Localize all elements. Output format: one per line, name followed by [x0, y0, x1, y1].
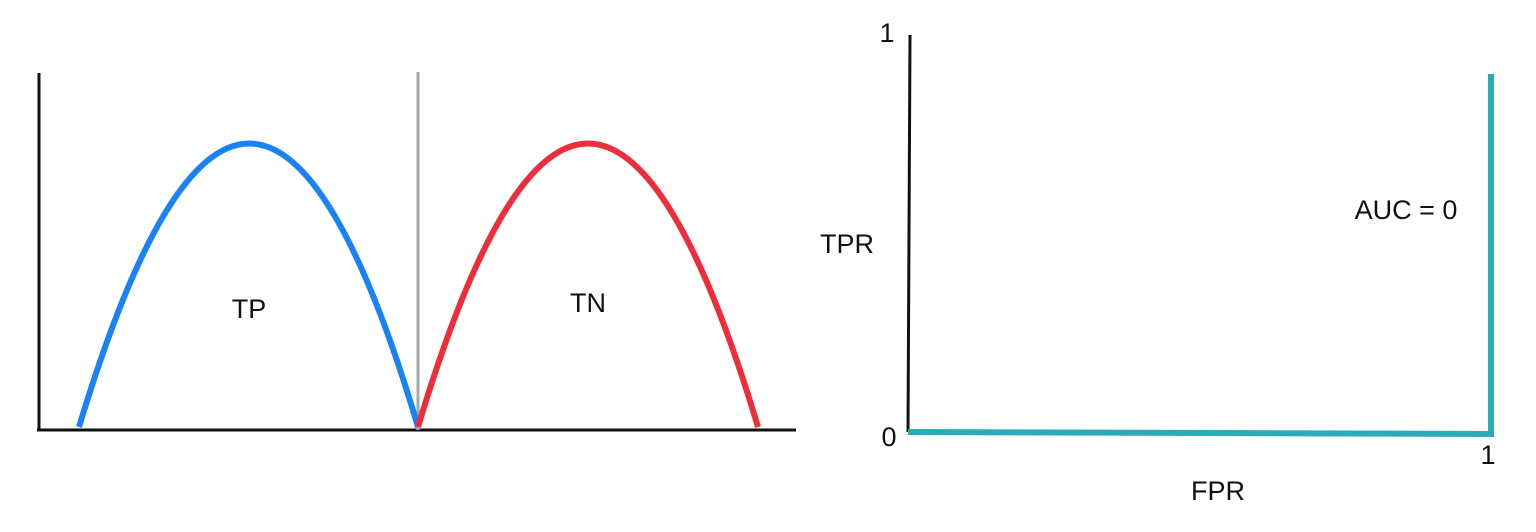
- positive-class-curve: [76, 140, 421, 428]
- fpr-axis-label: FPR: [1191, 476, 1245, 506]
- roc-panel: 1 0 1 TPR FPR AUC = 0: [820, 18, 1496, 506]
- negative-class-curve: [415, 140, 761, 428]
- origin-label: 0: [881, 422, 896, 452]
- y-axis-max-label: 1: [879, 18, 894, 48]
- auc-label: AUC = 0: [1355, 195, 1458, 225]
- roc-y-axis: [906, 34, 912, 433]
- tpr-axis-label: TPR: [820, 229, 874, 259]
- tp-label: TP: [232, 294, 267, 324]
- tn-label: TN: [570, 288, 606, 318]
- roc-curve: [907, 74, 1494, 438]
- distribution-panel: TP TN: [37, 72, 796, 432]
- x-axis-max-label: 1: [1480, 440, 1495, 470]
